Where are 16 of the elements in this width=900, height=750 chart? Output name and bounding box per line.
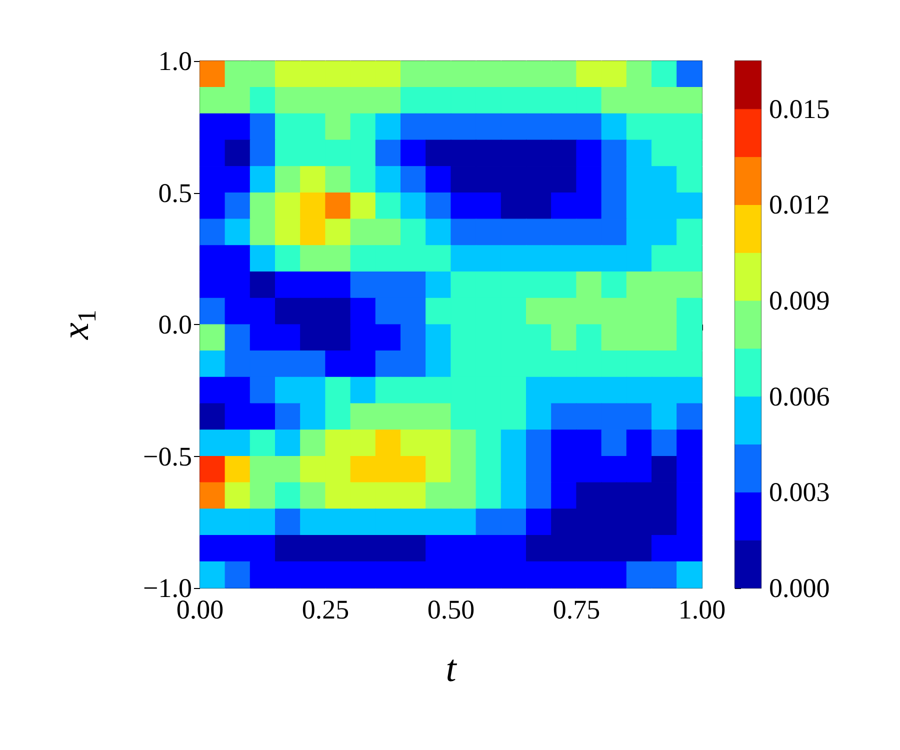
y-tick-label: −0.5 bbox=[143, 441, 192, 472]
color-bar-label: 0.006 bbox=[769, 381, 830, 412]
y-tick-label: 0.5 bbox=[158, 178, 192, 208]
x-tick-label: 0.50 bbox=[427, 594, 475, 624]
color-bar-label: 0.015 bbox=[769, 94, 830, 124]
x-tick-label: 0.25 bbox=[302, 594, 350, 624]
x-tick-label: 0.75 bbox=[552, 594, 600, 624]
color-bar-label: 0.003 bbox=[769, 477, 830, 508]
y-tick-label: 1.0 bbox=[158, 46, 192, 76]
y-tick-label: 0.0 bbox=[158, 310, 192, 340]
x-axis-title: t bbox=[446, 648, 458, 690]
color-bar-label: 0.009 bbox=[769, 286, 830, 316]
y-axis-title: x1 bbox=[55, 310, 102, 340]
color-bar-label: 0.012 bbox=[769, 190, 830, 220]
x-tick-label: 1.00 bbox=[678, 594, 726, 624]
color-bar-label: 0.000 bbox=[769, 573, 830, 603]
